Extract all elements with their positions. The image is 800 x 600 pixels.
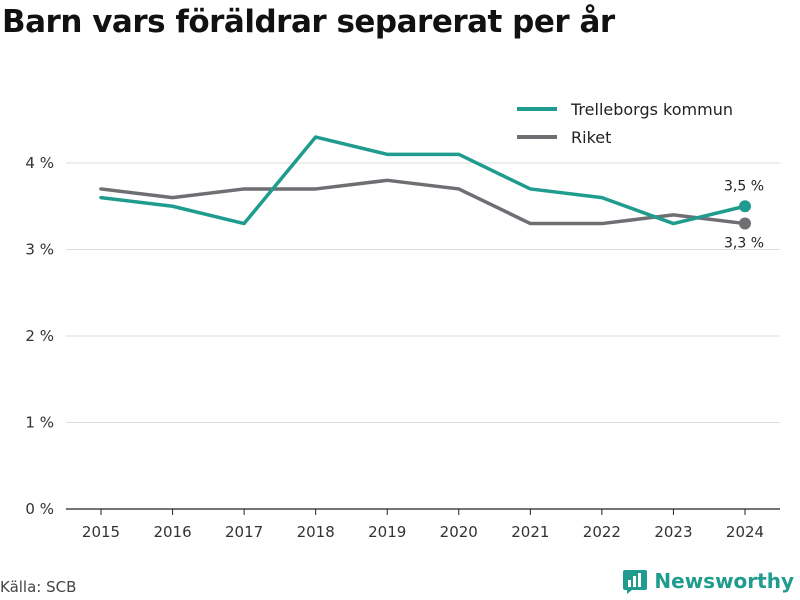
bar-chart-logo-icon [623, 570, 648, 594]
y-tick-label: 1 % [25, 414, 54, 432]
series-line-0 [99, 135, 747, 226]
y-tick-label: 4 % [25, 154, 54, 172]
x-tick-label: 2024 [726, 523, 764, 541]
y-tick-label: 2 % [25, 327, 54, 345]
x-tick-label: 2021 [511, 523, 549, 541]
x-tick-label: 2022 [583, 523, 621, 541]
x-tick-label: 2016 [153, 523, 191, 541]
x-tick-label: 2023 [654, 523, 692, 541]
brand-logo[interactable]: Newsworthy [622, 568, 794, 594]
x-tick-label: 2015 [82, 523, 120, 541]
brand-name: Newsworthy [654, 569, 794, 593]
y-axis-tick-labels: 0 % 1 % 2 % 3 % 4 % [25, 154, 54, 518]
x-tick-label: 2017 [225, 523, 263, 541]
x-axis-tick-labels: 2015 2016 2017 2018 2019 2020 2021 2022 2023 2024 [82, 523, 764, 541]
end-value-label: 3,3 % [724, 236, 764, 252]
series-endpoint-0 [739, 200, 751, 213]
y-tick-label: 0 % [25, 500, 54, 518]
legend-label: Riket [571, 128, 611, 147]
end-value-label: 3,5 % [724, 178, 764, 194]
x-tick-label: 2018 [297, 523, 335, 541]
legend-label: Trelleborgs kommun [570, 100, 733, 119]
series-endpoint-1 [739, 217, 751, 230]
legend: Trelleborgs kommun Riket [517, 100, 733, 147]
source-note: Källa: SCB [0, 578, 77, 596]
chart-title: Barn vars föräldrar separerat per år [2, 4, 615, 40]
x-axis [66, 508, 780, 515]
series-line-1 [99, 178, 747, 226]
series-lines: 3,3 % 3,5 % [99, 135, 764, 252]
x-tick-label: 2019 [368, 523, 406, 541]
x-tick-label: 2020 [440, 523, 478, 541]
grid-lines [66, 162, 780, 423]
y-tick-label: 3 % [25, 241, 54, 259]
